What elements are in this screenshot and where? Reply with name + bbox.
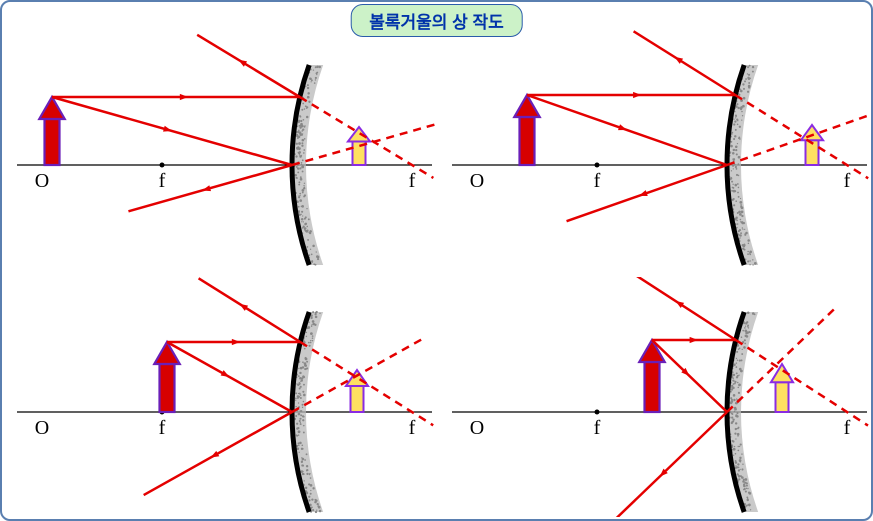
panel-bottom-left: Of f: [7, 277, 437, 517]
diagram-frame: 볼록거울의 상 작도 Off Off Off Off: [0, 0, 873, 521]
panel-top-right: Of f: [442, 30, 872, 270]
panel-top-left: Of f: [7, 30, 437, 270]
label-O: O: [35, 170, 49, 192]
panel-bottom-right: Of f: [442, 277, 872, 517]
label-O: O: [35, 417, 49, 439]
label-O: O: [470, 417, 484, 439]
label-f-right: f: [409, 417, 416, 439]
label-f-left: f: [159, 170, 166, 192]
label-f-right: f: [409, 170, 416, 192]
label-f-right: f: [844, 170, 851, 192]
label-f-right: f: [844, 417, 851, 439]
label-O: O: [470, 170, 484, 192]
label-f-left: f: [594, 170, 601, 192]
label-f-left: f: [159, 417, 166, 439]
label-f-left: f: [594, 417, 601, 439]
